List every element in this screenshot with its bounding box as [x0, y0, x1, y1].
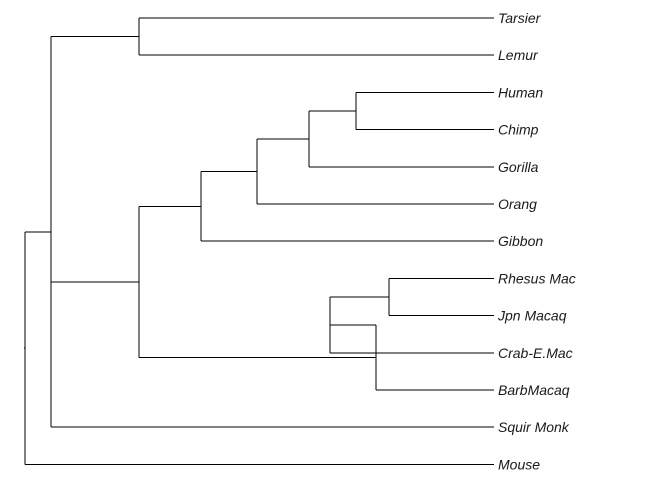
tip-label-crab-e-mac: Crab-E.Mac: [498, 345, 573, 361]
tip-label-human: Human: [498, 84, 543, 100]
tip-label-gorilla: Gorilla: [498, 159, 539, 175]
tip-labels: Tarsier Lemur Human Chimp Gorilla Orang …: [497, 10, 576, 472]
tip-label-barbmacaq: BarbMacaq: [498, 382, 570, 398]
tip-label-mouse: Mouse: [498, 456, 540, 472]
tip-label-orang: Orang: [498, 196, 537, 212]
tip-label-tarsier: Tarsier: [498, 10, 542, 26]
tip-label-squir-monk: Squir Monk: [498, 419, 570, 435]
tip-label-jpn-macaq: Jpn Macaq: [497, 308, 567, 324]
tip-label-chimp: Chimp: [498, 122, 539, 138]
tip-label-lemur: Lemur: [498, 47, 539, 63]
tip-label-gibbon: Gibbon: [498, 233, 543, 249]
tip-label-rhesus-mac: Rhesus Mac: [498, 270, 576, 286]
tree-branches: [24, 17, 494, 465]
